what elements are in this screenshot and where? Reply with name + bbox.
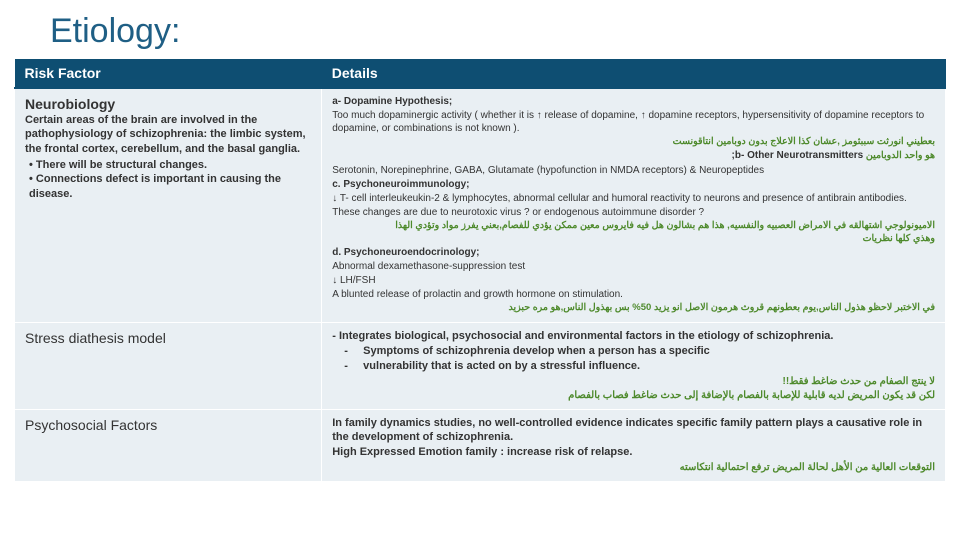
neurotrans-label: b- Other Neurotransmitters; (732, 150, 864, 161)
psychosocial-p1: In family dynamics studies, no well-cont… (332, 416, 935, 445)
dopamine-text: Too much dopaminergic activity ( whether… (332, 109, 935, 135)
psychoimmun-text2: These changes are due to neurotoxic viru… (332, 206, 935, 219)
stress-p3: - vulnerability that is acted on by a st… (332, 359, 935, 373)
stress-arabic2: لكن قد يكون المريض لديه قابلية للإصابة ب… (332, 389, 935, 402)
neurobiology-heading: Neurobiology (25, 95, 311, 113)
col-details: Details (322, 59, 946, 88)
endocrin-arabic: في الاختبر لاحظو هذول الناس,يوم بعطونهم … (332, 302, 935, 314)
row2-riskfactor-cell: Stress diathesis model (15, 322, 322, 409)
neurobiology-desc: Certain areas of the brain are involved … (25, 113, 311, 156)
row2-details-cell: - Integrates biological, psychosocial an… (322, 322, 946, 409)
psychoimmun-label: c. Psychoneuroimmunology; (332, 178, 935, 191)
neurobiology-bullet-2: Connections defect is important in causi… (29, 172, 311, 201)
col-risk-factor: Risk Factor (15, 59, 322, 88)
row3-riskfactor-cell: Psychosocial Factors (15, 409, 322, 481)
dopamine-label: a- Dopamine Hypothesis; (332, 96, 452, 107)
dopamine-arabic: بعطيني انورثت سببثومز ,عشان كذا الاعلاج … (332, 136, 935, 148)
psychoimmun-arabic2: وهذي كلها نظريات (332, 233, 935, 245)
etiology-table: Risk Factor Details Neurobiology Certain… (14, 59, 946, 482)
neurobiology-bullet-1: There will be structural changes. (29, 158, 311, 172)
b-prefix-arabic: هو واحد الدوبامين (863, 150, 935, 161)
row3-details-cell: In family dynamics studies, no well-cont… (322, 409, 946, 481)
endocrin-text3: A blunted release of prolactin and growt… (332, 288, 935, 301)
psychoimmun-arabic1: الاميونولوجي اشتهالقه في الامراض العصبيه… (332, 220, 935, 232)
endocrin-label: d. Psychoneuroendocrinology; (332, 246, 935, 259)
neurotrans-text: Serotonin, Norepinephrine, GABA, Glutama… (332, 164, 935, 177)
stress-heading: Stress diathesis model (25, 329, 311, 347)
row1-details-cell: a- Dopamine Hypothesis; Too much dopamin… (322, 88, 946, 322)
endocrin-text1: Abnormal dexamethasone-suppression test (332, 260, 935, 273)
row1-riskfactor-cell: Neurobiology Certain areas of the brain … (15, 88, 322, 322)
psychosocial-p2: High Expressed Emotion family : increase… (332, 445, 935, 459)
psychosocial-heading: Psychosocial Factors (25, 416, 311, 434)
psychosocial-arabic: التوقعات العالية من الأهل لحالة المريض ت… (332, 461, 935, 474)
endocrin-text2: ↓ LH/FSH (332, 274, 935, 287)
slide-title: Etiology: (14, 8, 946, 59)
stress-arabic1: لا ينتج الصفام من حدث ضاغط فقط!! (332, 375, 935, 388)
psychoimmun-text1: ↓ T- cell interleukeukin-2 & lymphocytes… (332, 192, 935, 205)
stress-p1: - Integrates biological, psychosocial an… (332, 329, 935, 343)
stress-p2: - Symptoms of schizophrenia develop when… (332, 344, 935, 358)
